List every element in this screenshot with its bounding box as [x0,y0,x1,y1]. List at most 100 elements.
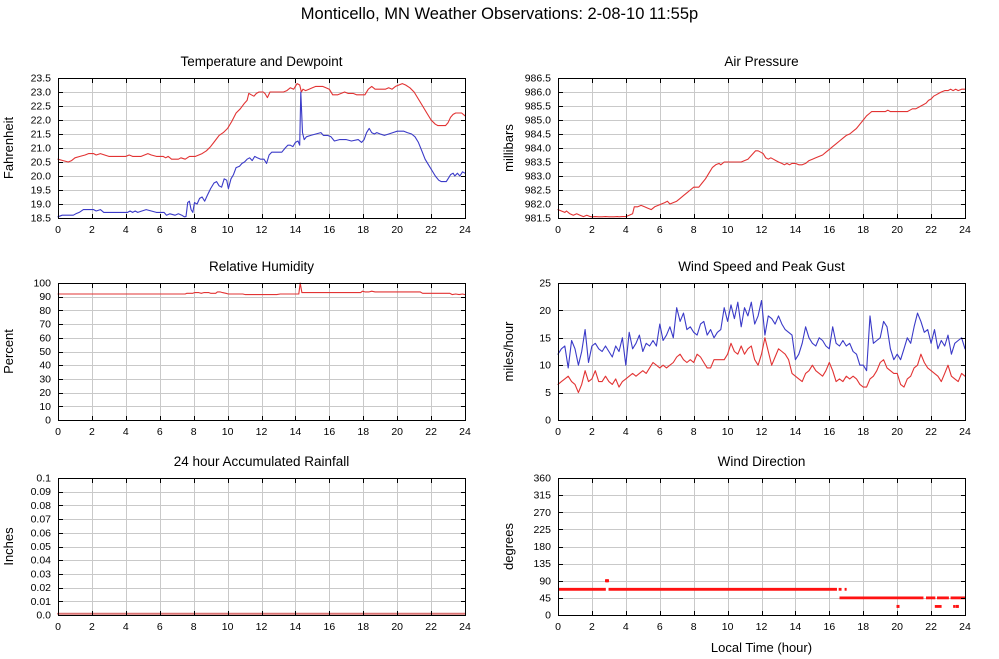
x-tick-label: 6 [657,621,663,633]
y-tick-label: 270 [533,507,551,519]
plot-border [558,283,966,421]
x-tick-label: 18 [357,621,369,633]
plot-border [58,78,466,219]
x-tick-label: 24 [959,224,971,236]
y-axis-label: Inches [1,527,16,566]
x-tick-label: 16 [323,621,335,633]
x-tick-label: 10 [222,224,234,236]
y-tick-label: 90 [539,575,551,587]
y-tick-label: 100 [33,278,51,290]
x-tick-label: 20 [891,621,903,633]
x-tick-label: 10 [222,621,234,633]
y-tick-label: 360 [533,473,551,485]
series-pressure [557,88,966,218]
tick-marks [58,478,466,616]
y-tick-label: 984.5 [525,129,551,141]
x-tick-label: 10 [722,224,734,236]
y-tick-label: 22.5 [31,101,52,113]
y-tick-label: 984.0 [525,143,551,155]
x-tick-label: 4 [623,426,629,438]
x-tick-label: 8 [691,224,697,236]
y-tick-label: 225 [533,524,551,536]
x-tick-label: 16 [823,621,835,633]
y-tick-label: 0.1 [36,473,51,485]
y-tick-label: 19.0 [31,199,52,211]
x-tick-label: 20 [391,224,403,236]
chart-title: Air Pressure [724,54,798,69]
y-tick-label: 0.05 [31,541,52,553]
plot-border [58,478,466,616]
y-tick-label: 0.03 [31,568,52,580]
x-tick-label: 12 [756,224,768,236]
y-tick-label: 10 [39,401,51,413]
y-tick-label: 0.07 [31,514,52,526]
y-tick-label: 60 [39,332,51,344]
y-tick-label: 20 [39,387,51,399]
plot-border [58,283,466,421]
y-tick-label: 0.06 [31,527,52,539]
x-tick-label: 2 [589,224,595,236]
y-tick-label: 21.0 [31,143,52,155]
y-tick-label: 986.5 [525,73,551,85]
x-tick-label: 18 [857,426,869,438]
x-tick-label: 18 [857,621,869,633]
x-tick-label: 12 [756,426,768,438]
x-tick-label: 8 [691,621,697,633]
y-tick-label: 0.01 [31,596,52,608]
x-tick-label: 12 [256,621,268,633]
x-tick-label: 12 [256,224,268,236]
x-tick-label: 2 [589,621,595,633]
x-tick-label: 10 [722,426,734,438]
y-tick-label: 0.04 [31,555,52,567]
gridlines [558,78,965,218]
x-tick-label: 8 [691,426,697,438]
y-tick-label: 985.5 [525,101,551,113]
series-temperature [57,83,466,163]
plot-border [558,478,966,616]
y-tick-label: 10 [539,360,551,372]
x-tick-label: 6 [157,426,163,438]
x-tick-label: 22 [425,426,437,438]
tick-marks [558,478,966,616]
y-tick-label: 22.0 [31,115,52,127]
y-tick-label: 986.0 [525,87,551,99]
x-tick-label: 16 [323,224,335,236]
chart-title: Wind Speed and Peak Gust [678,259,845,274]
y-tick-label: 25 [539,278,551,290]
x-tick-label: 18 [857,224,869,236]
x-axis-label: Local Time (hour) [711,640,812,655]
x-tick-label: 0 [555,426,561,438]
tick-marks [58,283,466,421]
series-wind-direction [558,579,965,608]
y-tick-label: 5 [545,387,551,399]
series-peak-gust [557,299,966,372]
x-tick-label: 22 [925,426,937,438]
x-tick-label: 24 [459,224,471,236]
gridlines [58,478,465,615]
x-tick-label: 20 [391,621,403,633]
chart-air-pressure: Air Pressure 0 2 4 6 8 10 12 14 16 18 20 22 24 981.5 98… [500,48,999,253]
x-tick-label: 18 [357,224,369,236]
series-humidity [57,282,466,296]
x-tick-label: 16 [823,426,835,438]
chart-title: Temperature and Dewpoint [180,54,342,69]
chart-wind-direction: Wind Direction 0 2 4 6 8 10 12 14 16 18 20 22 24 0 45 90… [500,448,999,659]
y-tick-label: 983.0 [525,171,551,183]
x-tick-label: 14 [290,224,302,236]
x-tick-label: 22 [925,224,937,236]
y-tick-label: 21.5 [31,129,52,141]
y-tick-label: 0.02 [31,582,52,594]
x-tick-label: 4 [623,224,629,236]
x-tick-label: 0 [55,621,61,633]
x-tick-label: 6 [157,621,163,633]
x-tick-label: 20 [391,426,403,438]
y-axis-label: miles/hour [501,321,516,382]
y-axis-label: degrees [501,523,516,570]
x-tick-label: 14 [790,224,802,236]
x-tick-label: 2 [89,621,95,633]
x-tick-label: 12 [756,621,768,633]
